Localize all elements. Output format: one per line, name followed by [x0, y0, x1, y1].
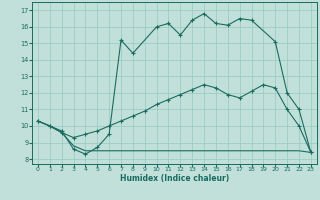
X-axis label: Humidex (Indice chaleur): Humidex (Indice chaleur): [120, 174, 229, 183]
